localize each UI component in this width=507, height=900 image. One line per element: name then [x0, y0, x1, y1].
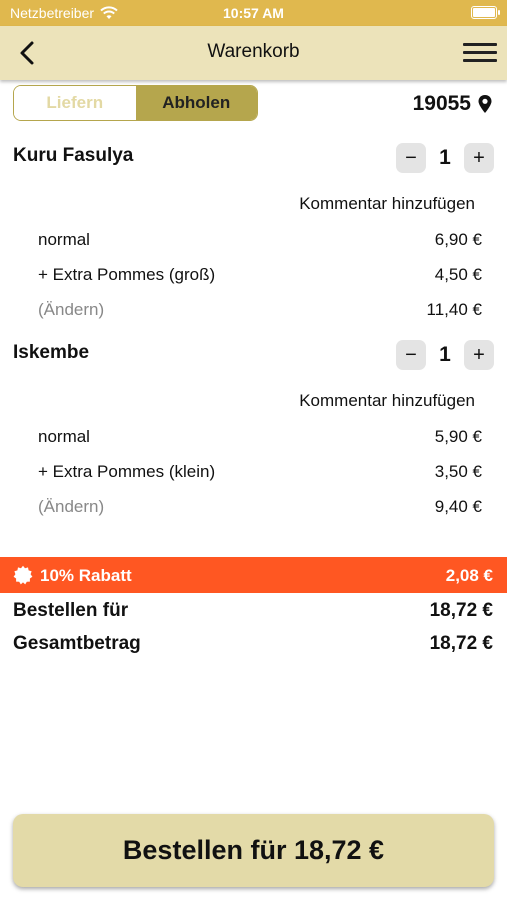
badge-icon [13, 565, 33, 585]
line-price: 5,90 € [434, 427, 482, 446]
status-time: 10:57 AM [223, 5, 284, 21]
nav-bar: Warenkorb [0, 26, 507, 80]
list-item: normal 5,90 € [38, 427, 482, 447]
zip-code: 19055 [412, 92, 471, 115]
list-item: (Ändern) 11,40 € [38, 300, 482, 320]
quantity-stepper: − 1 + [396, 339, 494, 371]
line-price: 4,50 € [434, 265, 482, 284]
line-label: normal [38, 427, 90, 446]
place-order-button[interactable]: Bestellen für 18,72 € [13, 814, 494, 887]
decrease-quantity-button[interactable]: − [396, 143, 426, 173]
page-title: Warenkorb [207, 41, 300, 62]
cart-item-name: Kuru Fasulya [13, 145, 134, 166]
add-comment-link[interactable]: Kommentar hinzufügen [299, 391, 475, 410]
item-subtotal: 11,40 € [426, 300, 482, 319]
status-bar: Netzbetreiber 10:57 AM [0, 0, 507, 26]
line-price: 3,50 € [434, 462, 482, 481]
change-item-link[interactable]: (Ändern) [38, 497, 105, 516]
increase-quantity-button[interactable]: + [464, 340, 494, 370]
location-zip[interactable]: 19055 [413, 92, 493, 116]
mode-toggle: Liefern Abholen [13, 85, 258, 121]
tab-abholen[interactable]: Abholen [135, 86, 257, 120]
cart-item-name: Iskembe [13, 342, 90, 363]
increase-quantity-button[interactable]: + [464, 143, 494, 173]
battery-icon [471, 6, 500, 19]
quantity-value: 1 [439, 146, 451, 169]
carrier-label: Netzbetreiber [10, 5, 95, 21]
back-button[interactable] [14, 39, 42, 67]
wifi-icon [100, 6, 118, 19]
grand-total-row: Gesamtbetrag 18,72 € [13, 633, 493, 655]
discount-bar: 10% Rabatt 2,08 € [0, 557, 507, 593]
change-item-link[interactable]: (Ändern) [38, 300, 105, 319]
order-for-row: Bestellen für 18,72 € [13, 600, 493, 622]
quantity-value: 1 [439, 343, 451, 366]
discount-value: 2,08 € [445, 566, 493, 585]
hamburger-menu-icon[interactable] [463, 39, 497, 67]
list-item: (Ändern) 9,40 € [38, 497, 482, 517]
line-price: 6,90 € [434, 230, 482, 249]
grand-total-label: Gesamtbetrag [13, 633, 141, 654]
carrier-group: Netzbetreiber [10, 5, 118, 21]
list-item: normal 6,90 € [38, 230, 482, 250]
tab-liefern[interactable]: Liefern [14, 86, 136, 120]
add-comment-link[interactable]: Kommentar hinzufügen [299, 194, 475, 213]
decrease-quantity-button[interactable]: − [396, 340, 426, 370]
order-for-label: Bestellen für [13, 600, 129, 621]
line-label: normal [38, 230, 90, 249]
line-label: + Extra Pommes (groß) [38, 265, 216, 284]
grand-total-value: 18,72 € [429, 633, 493, 654]
chevron-left-icon [20, 41, 34, 65]
list-item: + Extra Pommes (klein) 3,50 € [38, 462, 482, 482]
order-for-value: 18,72 € [429, 600, 493, 621]
list-item: + Extra Pommes (groß) 4,50 € [38, 265, 482, 285]
item-subtotal: 9,40 € [434, 497, 482, 516]
quantity-stepper: − 1 + [396, 142, 494, 174]
line-label: + Extra Pommes (klein) [38, 462, 216, 481]
discount-label: 10% Rabatt [40, 566, 132, 585]
location-pin-icon [478, 95, 492, 113]
